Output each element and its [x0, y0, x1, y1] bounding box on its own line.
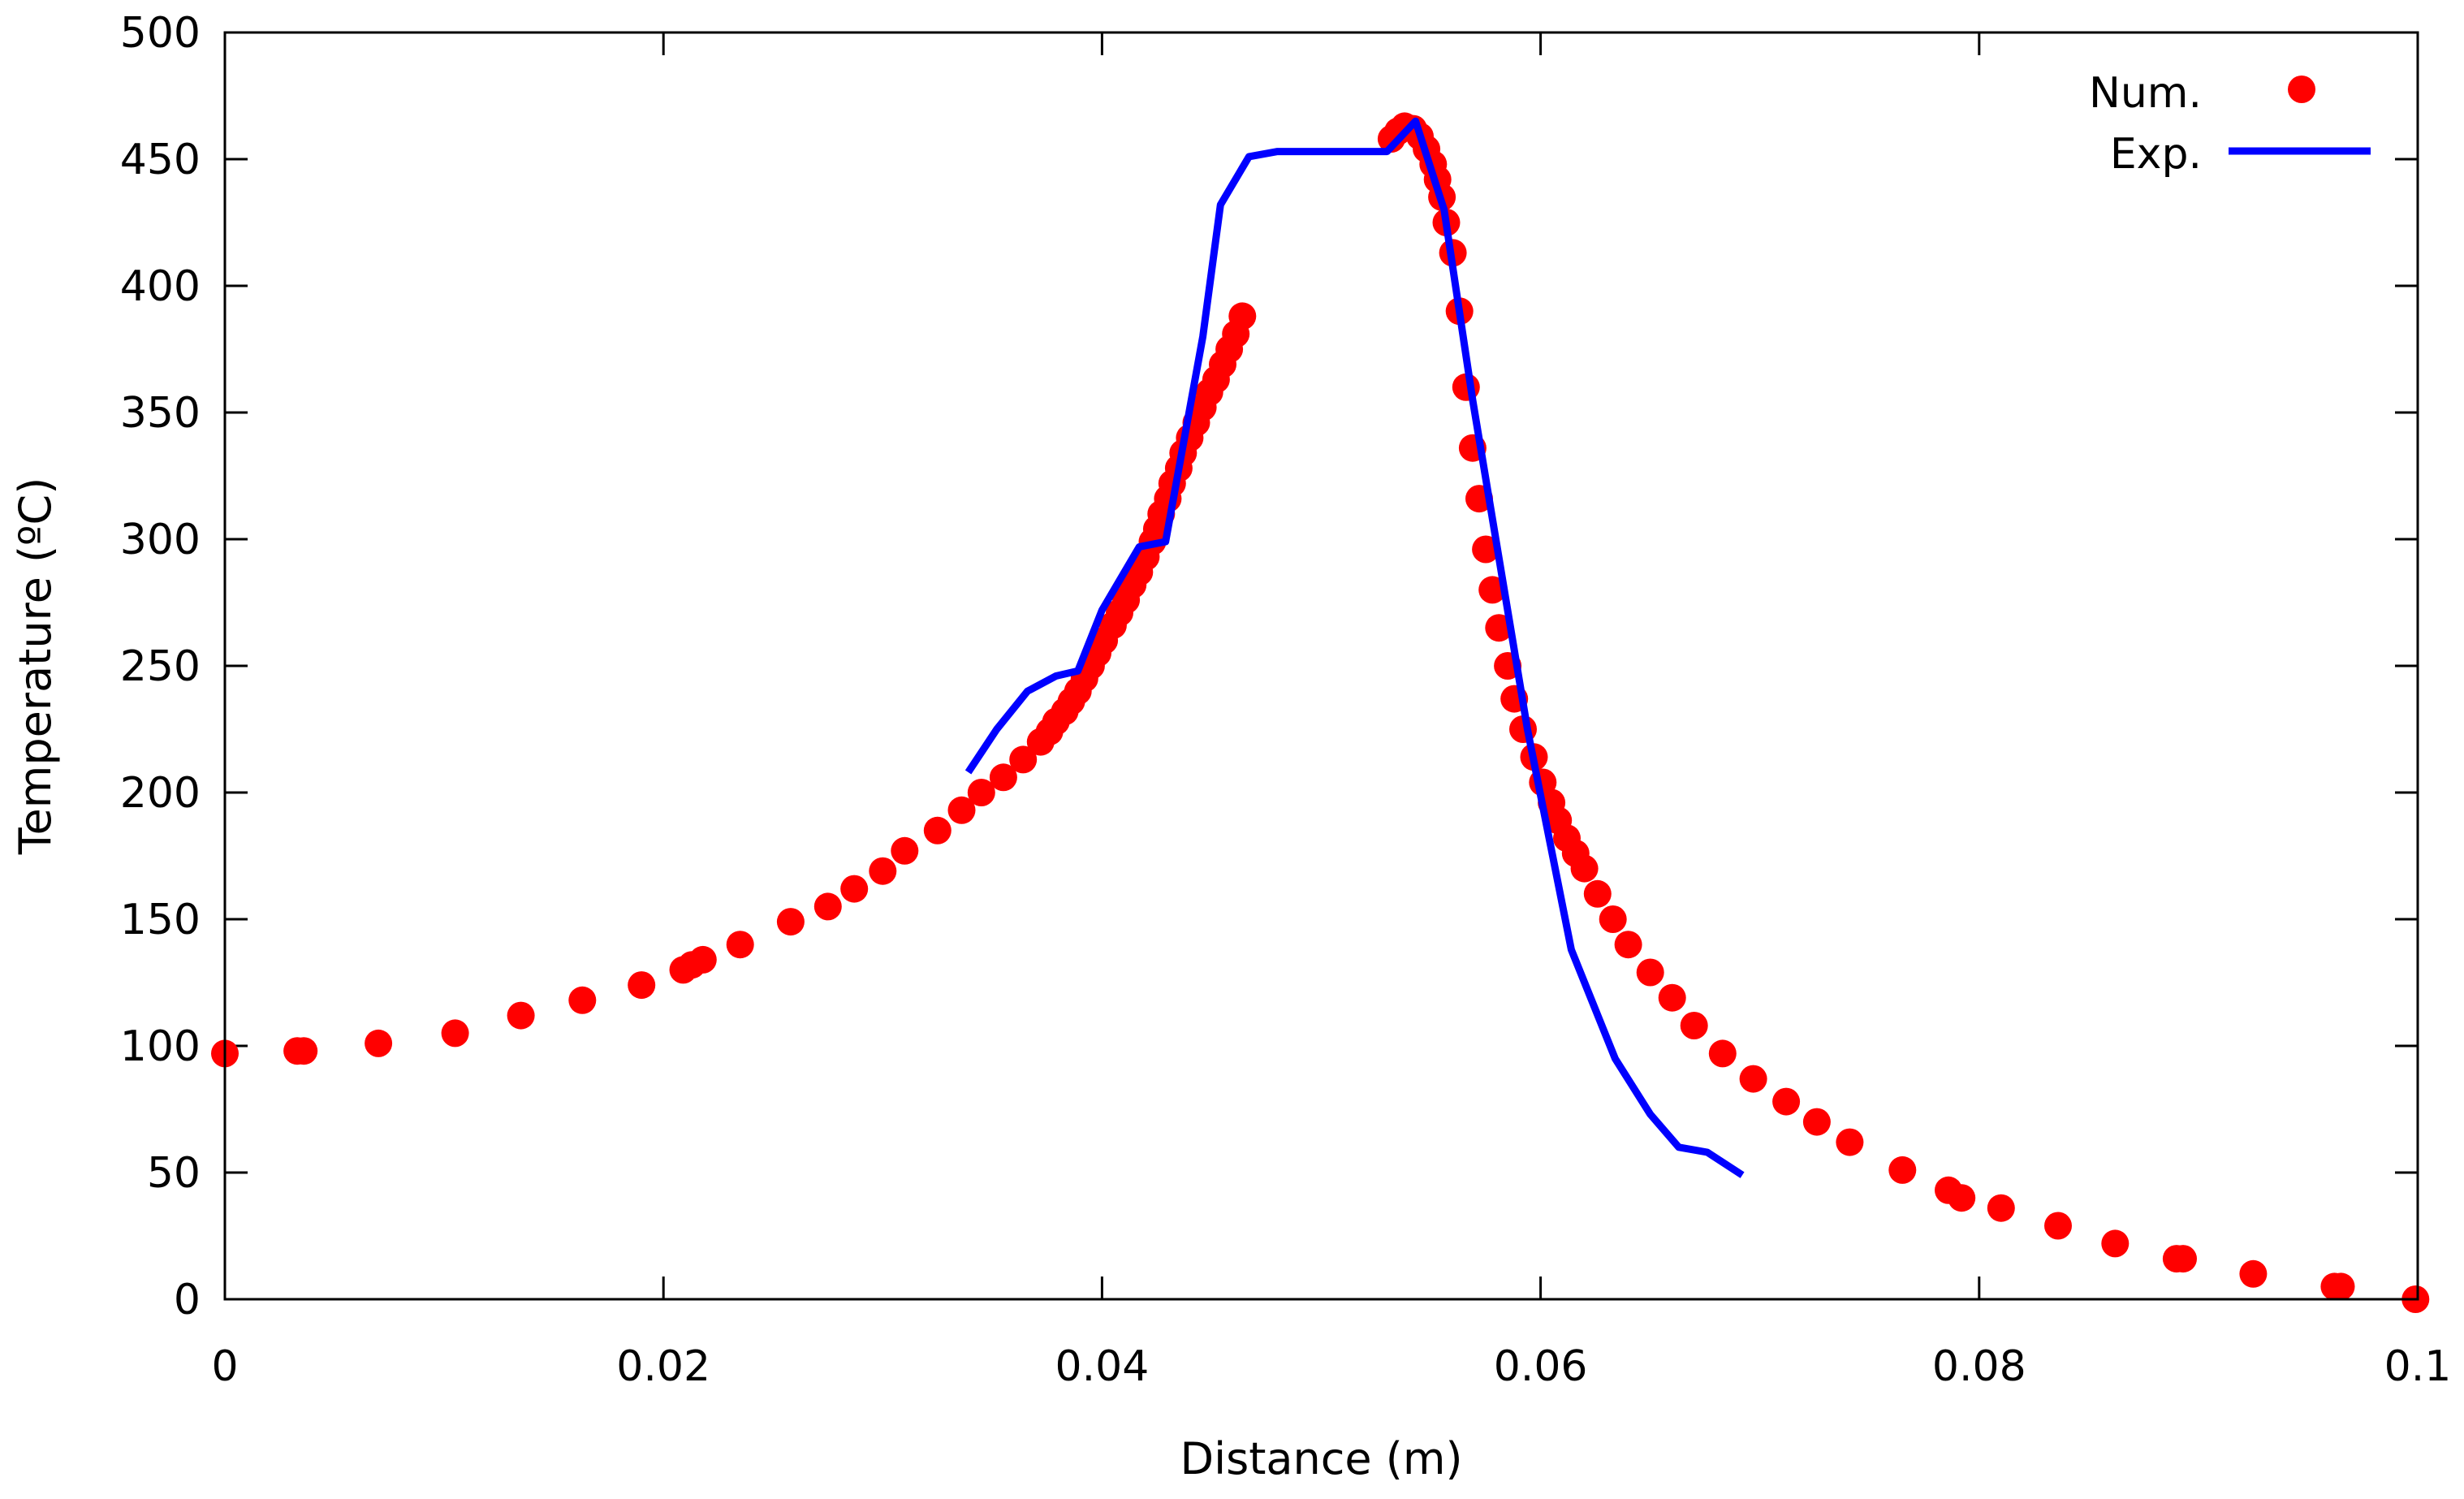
y-tick-label: 150: [120, 896, 201, 944]
data-point-num: [290, 1037, 318, 1065]
y-tick-label: 50: [147, 1149, 201, 1198]
plot-series: [211, 112, 2430, 1313]
plot-frame: [223, 31, 2419, 1301]
legend-marker-num: [2288, 76, 2315, 103]
data-point-num: [2327, 1272, 2355, 1301]
data-point-num: [1680, 1012, 1708, 1039]
data-point-num: [1708, 1039, 1737, 1068]
data-point-num: [813, 892, 842, 921]
data-point-num: [1948, 1184, 1976, 1212]
legend-label-exp: Exp.: [2110, 130, 2202, 179]
data-point-num: [989, 763, 1017, 792]
data-point-num: [1772, 1087, 1801, 1116]
series-line-exp: [964, 117, 1745, 1178]
data-point-num: [1658, 983, 1686, 1012]
x-tick-label: 0.04: [1055, 1342, 1150, 1391]
data-point-num: [840, 875, 869, 903]
legend: Num. Exp.: [2089, 69, 2371, 179]
y-tick-label: 0: [174, 1276, 201, 1324]
data-point-num: [1228, 302, 1257, 330]
x-tick-label: 0.1: [2384, 1342, 2452, 1391]
x-tick-label: 0.08: [1932, 1342, 2026, 1391]
tick-labels: 0 0.02 0.04 0.06 0.08 0.1 0 50 100 150 200 250 300 35…: [120, 9, 2452, 1391]
data-point-num: [967, 779, 995, 806]
data-point-num: [2101, 1229, 2130, 1258]
y-tick-label: 350: [120, 389, 201, 438]
y-tick-label: 400: [120, 262, 201, 311]
data-point-num: [1570, 854, 1599, 883]
data-point-num: [1614, 931, 1642, 959]
data-point-num: [1009, 745, 1038, 774]
x-tick-label: 0.06: [1494, 1342, 1588, 1391]
y-tick-label: 450: [120, 136, 201, 184]
y-tick-label: 250: [120, 642, 201, 691]
x-axis-title: Distance (m): [1180, 1433, 1462, 1484]
y-tick-label: 500: [120, 9, 201, 58]
data-point-num: [1802, 1108, 1831, 1136]
data-point-num: [1888, 1156, 1917, 1184]
data-point-num: [923, 816, 952, 845]
data-point-num: [2169, 1245, 2197, 1273]
data-point-num: [441, 1019, 469, 1048]
data-point-num: [1987, 1194, 2015, 1222]
data-point-num: [628, 971, 656, 1000]
data-point-num: [1599, 905, 1627, 933]
data-point-num: [891, 836, 919, 865]
data-point-num: [1739, 1065, 1767, 1093]
y-axis-title: Temperature (ºC): [10, 477, 61, 856]
data-point-num: [365, 1029, 393, 1057]
y-tick-label: 100: [120, 1022, 201, 1071]
data-point-num: [1836, 1128, 1864, 1156]
data-point-num: [1478, 576, 1507, 604]
data-point-num: [507, 1001, 535, 1030]
data-point-num: [2239, 1259, 2268, 1288]
y-tick-label: 300: [120, 516, 201, 564]
data-point-num: [726, 931, 754, 959]
data-point-num: [2044, 1212, 2072, 1240]
data-point-num: [947, 796, 976, 824]
data-point-num: [1583, 879, 1612, 908]
x-tick-label: 0.02: [616, 1342, 710, 1391]
legend-label-num: Num.: [2089, 69, 2202, 118]
x-tick-label: 0: [211, 1342, 238, 1391]
data-point-num: [568, 986, 597, 1014]
data-point-num: [776, 908, 805, 936]
y-tick-label: 200: [120, 769, 201, 818]
data-point-num: [688, 945, 717, 974]
data-point-num: [869, 857, 897, 885]
data-point-num: [1636, 958, 1664, 987]
